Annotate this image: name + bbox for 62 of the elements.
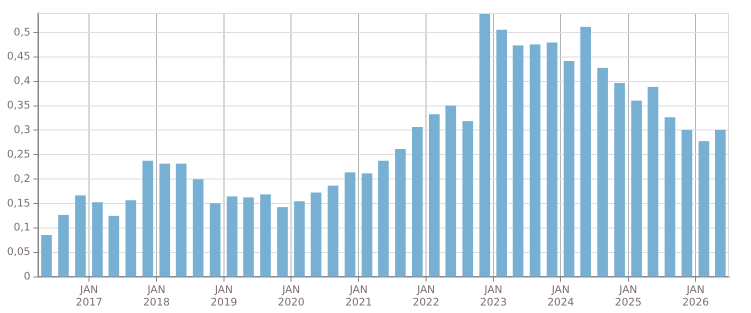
y-tick-label: 0,15	[6, 197, 30, 210]
bar	[362, 173, 372, 277]
bar	[664, 117, 676, 277]
bar	[395, 148, 406, 277]
bar	[512, 45, 524, 277]
bar	[648, 86, 658, 277]
x-tick-label: JAN 2024	[547, 284, 574, 308]
bar	[479, 13, 490, 277]
bar	[58, 214, 69, 277]
x-tick-label: JAN 2021	[345, 284, 372, 308]
bar	[682, 130, 692, 277]
bar	[226, 196, 238, 277]
x-tick-label: JAN 2020	[278, 284, 305, 308]
y-tick-label: 0,1	[14, 222, 30, 234]
y-tick-label: 0,2	[14, 172, 30, 185]
bar	[192, 179, 204, 277]
y-tick-label: 0,05	[6, 246, 30, 258]
y-tick-label: 0,4	[14, 75, 31, 88]
x-tick-label: JAN 2019	[210, 284, 238, 308]
bar	[176, 164, 187, 277]
x-tick-label: JAN 2018	[143, 284, 170, 308]
y-tick-label: 0	[24, 270, 30, 283]
bar	[41, 234, 52, 277]
bar	[530, 44, 540, 277]
bar	[243, 197, 254, 277]
y-tick-label: 0,3	[14, 124, 30, 136]
bar	[580, 26, 591, 277]
bar	[496, 30, 508, 277]
bar	[277, 207, 288, 277]
y-tick-label: 0,5	[14, 26, 30, 38]
bar	[445, 105, 456, 277]
y-tick-label: 0,35	[6, 100, 30, 112]
bar	[378, 160, 389, 277]
bar	[328, 186, 338, 277]
bar	[125, 200, 136, 277]
bar	[614, 83, 625, 277]
bar	[462, 121, 474, 277]
bar	[294, 201, 305, 277]
bar	[108, 216, 120, 277]
bar	[564, 61, 574, 277]
bar	[344, 172, 356, 277]
y-tick-label: 0,45	[6, 50, 30, 63]
bar	[715, 130, 726, 277]
bar	[159, 164, 170, 277]
x-tick-label: JAN 2022	[412, 284, 440, 308]
x-tick-label: JAN 2025	[614, 284, 642, 308]
bar	[631, 100, 642, 277]
bar	[429, 114, 440, 277]
bar	[260, 194, 271, 277]
bar	[210, 203, 220, 277]
bar	[412, 126, 423, 277]
bar	[310, 192, 322, 277]
bar	[92, 202, 103, 277]
x-tick-label: JAN 2026	[682, 284, 710, 308]
x-tick-label: JAN 2017	[76, 284, 102, 308]
bar	[597, 68, 608, 277]
x-tick-label: JAN 2023	[480, 284, 507, 308]
bar	[546, 42, 558, 277]
bar	[75, 195, 86, 277]
y-tick-label: 0,25	[6, 148, 30, 160]
bar	[698, 141, 710, 277]
bar	[142, 160, 154, 277]
